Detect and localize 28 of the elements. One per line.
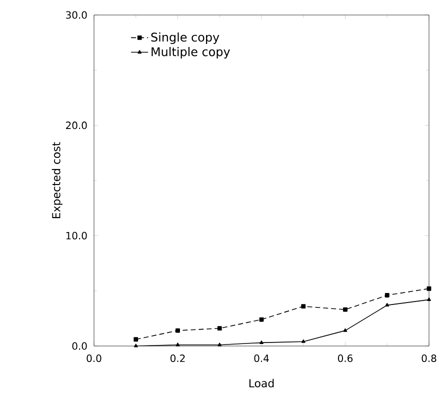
x-tick-label: 0.8 bbox=[422, 354, 436, 362]
point bbox=[218, 342, 222, 346]
point bbox=[134, 337, 138, 342]
y-axis-title: Expected cost bbox=[52, 142, 62, 218]
point bbox=[301, 304, 306, 308]
point bbox=[176, 342, 180, 346]
point bbox=[343, 328, 348, 332]
x-tick-label: 0.6 bbox=[338, 354, 353, 362]
x-tick-label: 0.2 bbox=[170, 354, 185, 362]
point bbox=[427, 297, 431, 301]
x-tick-label: 0.0 bbox=[86, 354, 102, 362]
y-tick-label: 20.0 bbox=[66, 122, 87, 130]
legend-label: Single copy bbox=[151, 32, 220, 44]
point bbox=[217, 326, 222, 331]
point bbox=[301, 339, 306, 343]
point bbox=[260, 340, 264, 344]
y-tick-label: 0.0 bbox=[72, 342, 87, 350]
point bbox=[426, 286, 432, 291]
y-tick-label: 30.0 bbox=[66, 11, 87, 19]
point bbox=[384, 293, 390, 298]
x-axis-title: Load bbox=[249, 378, 274, 388]
x-tick-label: 0.4 bbox=[254, 354, 269, 362]
point bbox=[176, 328, 180, 333]
point bbox=[134, 344, 138, 348]
point bbox=[343, 307, 348, 312]
legend-label: Multiple copy bbox=[152, 46, 230, 59]
point bbox=[385, 302, 390, 306]
y-tick-label: 10.0 bbox=[66, 232, 87, 240]
